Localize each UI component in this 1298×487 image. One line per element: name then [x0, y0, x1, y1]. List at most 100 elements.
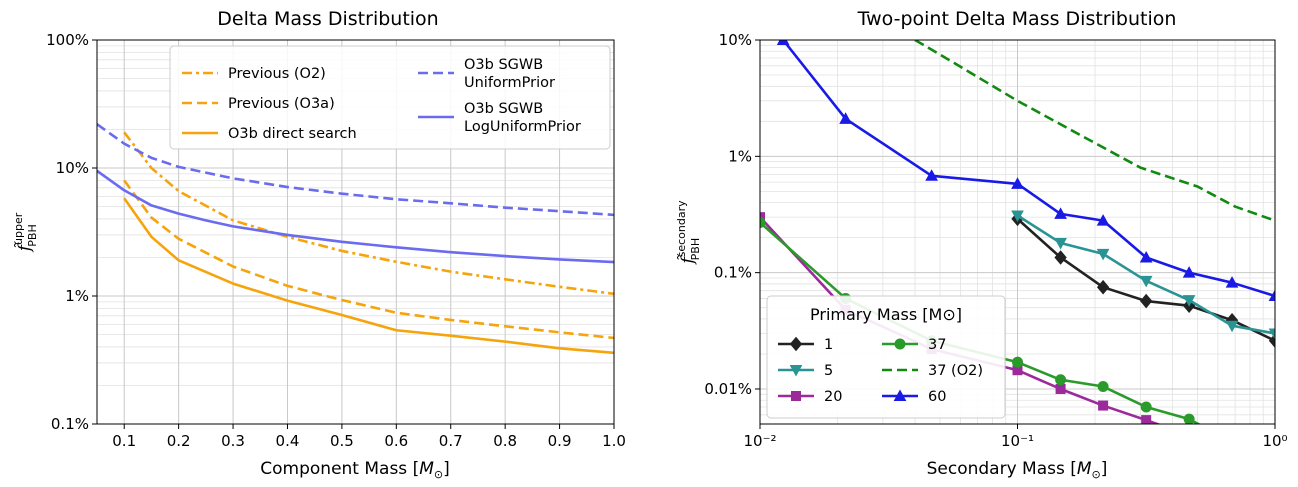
series-point	[1055, 374, 1067, 386]
x-tick-label: 0.9	[548, 432, 572, 450]
right-y-axis-label-sup: secondary	[675, 200, 688, 257]
legend-label: 37	[928, 337, 946, 353]
series-point	[1011, 177, 1024, 189]
series-point	[1225, 320, 1239, 333]
right-chart-title: Two-point Delta Mass Distribution	[857, 8, 1177, 30]
right-y-axis-label: f̃secondaryPBH	[675, 200, 702, 266]
x-tick-label: 0.3	[221, 432, 245, 450]
x-tick-label: 0.6	[384, 432, 408, 450]
series-line	[123, 179, 614, 340]
series-point	[1270, 450, 1280, 460]
right-legend: Primary Mass [M⊙] 1 37 5 37 (O2) 20 60	[766, 295, 1006, 419]
left-axes-frame	[96, 39, 615, 425]
series-line	[123, 131, 614, 296]
series-line	[97, 169, 614, 264]
x-tick-label: 0.4	[276, 432, 300, 450]
delta-mass-panel: Delta Mass Distribution 0.1 0.2 0.3 0.4 0.5 0…	[12, 8, 626, 481]
series-point	[1183, 413, 1195, 424]
series-point	[1055, 383, 1066, 394]
legend-label-line: 20	[824, 389, 842, 405]
series-point	[1140, 293, 1153, 309]
x-tick-label: 1.0	[602, 432, 626, 450]
y-tick-label: 1%	[728, 147, 752, 165]
legend-label: 5	[824, 363, 833, 379]
x-tick-label: 0.5	[330, 432, 354, 450]
y-tick-label: 0.1%	[51, 415, 89, 433]
y-tick-label: 10%	[56, 159, 89, 177]
series-point	[1054, 250, 1067, 265]
legend-label: Previous (O3a)	[228, 96, 335, 112]
right-x-axis-label-close: ]	[1101, 459, 1108, 479]
series-point	[1271, 476, 1280, 485]
legend-marker	[894, 338, 906, 350]
series-point	[1011, 210, 1024, 223]
legend-label-line: O3b SGWB	[464, 57, 543, 73]
x-tick-label: 0.1	[112, 432, 136, 450]
x-tick-label: 0.7	[439, 432, 463, 450]
legend-label-line: 1	[824, 337, 833, 353]
legend-title: Primary Mass [M⊙]	[810, 305, 962, 324]
series-0-0	[123, 131, 614, 296]
legend-label: 60	[928, 389, 946, 405]
series-0-4	[97, 169, 614, 264]
legend-marker	[893, 389, 907, 401]
y-tick-label: 1%	[65, 287, 89, 305]
series-line	[782, 40, 1275, 298]
right-x-axis-label-text: Secondary Mass [	[927, 459, 1077, 479]
left-series-group	[97, 123, 614, 355]
right-x-axis-label-unit: M	[1077, 459, 1092, 479]
left-y-axis-label-sup: upper	[12, 212, 25, 245]
right-y-axis-label-sub: PBH	[689, 238, 702, 260]
series-line	[97, 123, 614, 217]
y-tick-label: 100%	[46, 31, 89, 49]
series-point	[925, 169, 938, 181]
legend-label-line: Previous (O2)	[228, 66, 326, 82]
legend-label-line: O3b SGWB	[464, 101, 543, 117]
left-x-axis-label-unit: M	[419, 459, 434, 479]
x-tick-label: 10⁻¹	[1001, 432, 1034, 450]
series-line	[123, 197, 614, 355]
series-point	[1097, 381, 1109, 393]
series-0-1	[123, 179, 614, 340]
series-point	[1140, 401, 1152, 413]
legend-marker	[789, 365, 803, 377]
series-point	[1227, 437, 1237, 447]
legend-label: O3b SGWB UniformPrior	[464, 57, 555, 91]
legend-label-line: UniformPrior	[464, 75, 555, 91]
left-x-axis-label-text: Component Mass [	[260, 459, 419, 479]
left-x-axis-label: Component Mass [M⊙]	[260, 459, 449, 481]
series-point	[1098, 400, 1109, 411]
left-y-axis-label: f̃upperPBH	[12, 212, 39, 253]
series-point	[1096, 279, 1110, 295]
series-point	[1185, 431, 1194, 440]
legend-marker	[791, 391, 801, 401]
legend-label-line: 60	[928, 389, 946, 405]
x-tick-label: 0.8	[493, 432, 517, 450]
legend-label-line: 37 (O2)	[928, 363, 983, 379]
two-point-panel: Two-point Delta Mass Distribution 10⁻² 10…	[675, 8, 1288, 485]
legend-label: Previous (O2)	[228, 66, 326, 82]
series-point	[1225, 276, 1239, 288]
series-point	[760, 216, 766, 228]
series-point	[1139, 275, 1153, 288]
x-tick-label: 10⁰	[1262, 432, 1287, 450]
right-ticks: 10⁻² 10⁻¹ 10⁰ 0.01% 0.1% 1% 10%	[704, 31, 1287, 450]
legend-label-line: 5	[824, 363, 833, 379]
series-point	[1268, 328, 1275, 341]
legend-label-line: Previous (O3a)	[228, 96, 335, 112]
series-line	[914, 40, 1275, 222]
legend-marker	[789, 336, 803, 352]
y-tick-label: 10%	[719, 31, 752, 49]
left-x-axis-label-sub: ⊙	[434, 468, 443, 481]
left-chart-title: Delta Mass Distribution	[217, 8, 438, 30]
series-0-3	[97, 123, 614, 217]
right-axes-frame	[759, 39, 1276, 425]
series-point	[1012, 356, 1023, 368]
series-point	[1228, 447, 1237, 456]
series-point	[760, 212, 765, 223]
series-point	[1054, 207, 1067, 219]
legend-label: O3b SGWB LogUniformPrior	[464, 101, 581, 135]
series-point	[1096, 214, 1110, 226]
legend-label-line: 37	[928, 337, 946, 353]
